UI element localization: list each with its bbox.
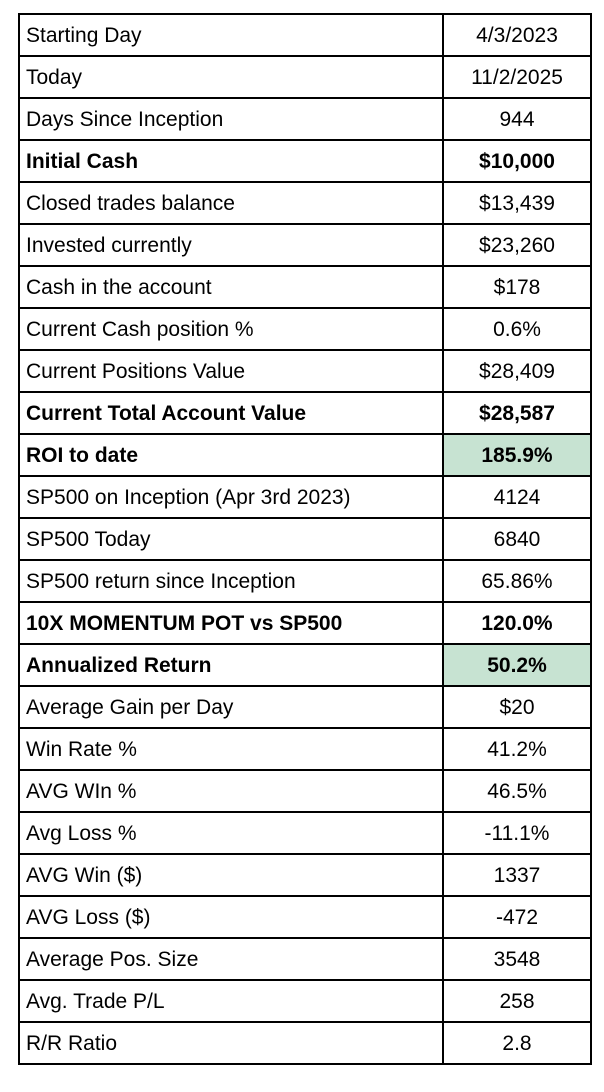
table-row: Initial Cash $10,000 bbox=[18, 139, 592, 183]
row-label-cell[interactable]: AVG WIn % bbox=[18, 769, 444, 813]
row-value-cell[interactable]: $20 bbox=[442, 685, 592, 729]
table-row: Annualized Return 50.2% bbox=[18, 643, 592, 687]
table-row: Starting Day 4/3/2023 bbox=[18, 13, 592, 57]
table-row: Invested currently $23,260 bbox=[18, 223, 592, 267]
performance-summary-table: Starting Day 4/3/2023 Today 11/2/2025 Days S… bbox=[18, 13, 592, 1065]
row-value-cell[interactable]: 120.0% bbox=[442, 601, 592, 645]
row-label-cell[interactable]: Annualized Return bbox=[18, 643, 444, 687]
row-value-cell[interactable]: 3548 bbox=[442, 937, 592, 981]
row-value-cell[interactable]: -11.1% bbox=[442, 811, 592, 855]
table-row: Days Since Inception 944 bbox=[18, 97, 592, 141]
row-label-cell[interactable]: Invested currently bbox=[18, 223, 444, 267]
row-label-cell[interactable]: R/R Ratio bbox=[18, 1021, 444, 1065]
table-row: Today 11/2/2025 bbox=[18, 55, 592, 99]
row-value-cell[interactable]: $23,260 bbox=[442, 223, 592, 267]
table-row: AVG WIn % 46.5% bbox=[18, 769, 592, 813]
table-row: Average Pos. Size 3548 bbox=[18, 937, 592, 981]
table-row: AVG Loss ($) -472 bbox=[18, 895, 592, 939]
row-label-cell[interactable]: Win Rate % bbox=[18, 727, 444, 771]
row-label-cell[interactable]: Cash in the account bbox=[18, 265, 444, 309]
row-value-cell[interactable]: $10,000 bbox=[442, 139, 592, 183]
row-label-cell[interactable]: Closed trades balance bbox=[18, 181, 444, 225]
table-row: SP500 Today 6840 bbox=[18, 517, 592, 561]
row-label-cell[interactable]: Current Positions Value bbox=[18, 349, 444, 393]
row-value-cell[interactable]: 50.2% bbox=[442, 643, 592, 687]
table-row: Current Positions Value $28,409 bbox=[18, 349, 592, 393]
row-label-cell[interactable]: Average Pos. Size bbox=[18, 937, 444, 981]
row-label-cell[interactable]: SP500 return since Inception bbox=[18, 559, 444, 603]
table-row: Current Cash position % 0.6% bbox=[18, 307, 592, 351]
table-row: Win Rate % 41.2% bbox=[18, 727, 592, 771]
row-label-cell[interactable]: SP500 on Inception (Apr 3rd 2023) bbox=[18, 475, 444, 519]
row-label-cell[interactable]: ROI to date bbox=[18, 433, 444, 477]
row-label-cell[interactable]: Avg Loss % bbox=[18, 811, 444, 855]
table-row: Current Total Account Value $28,587 bbox=[18, 391, 592, 435]
row-value-cell[interactable]: $13,439 bbox=[442, 181, 592, 225]
row-value-cell[interactable]: $28,409 bbox=[442, 349, 592, 393]
row-value-cell[interactable]: 0.6% bbox=[442, 307, 592, 351]
performance-summary-body: Starting Day 4/3/2023 Today 11/2/2025 Days S… bbox=[18, 13, 592, 1065]
row-label-cell[interactable]: AVG Loss ($) bbox=[18, 895, 444, 939]
table-row: 10X MOMENTUM POT vs SP500 120.0% bbox=[18, 601, 592, 645]
row-label-cell[interactable]: Today bbox=[18, 55, 444, 99]
row-value-cell[interactable]: 4/3/2023 bbox=[442, 13, 592, 57]
row-value-cell[interactable]: 4124 bbox=[442, 475, 592, 519]
table-row: Closed trades balance $13,439 bbox=[18, 181, 592, 225]
row-value-cell[interactable]: 2.8 bbox=[442, 1021, 592, 1065]
row-value-cell[interactable]: $178 bbox=[442, 265, 592, 309]
row-value-cell[interactable]: 6840 bbox=[442, 517, 592, 561]
table-row: SP500 return since Inception 65.86% bbox=[18, 559, 592, 603]
row-value-cell[interactable]: 944 bbox=[442, 97, 592, 141]
row-label-cell[interactable]: Avg. Trade P/L bbox=[18, 979, 444, 1023]
spreadsheet-region: Starting Day 4/3/2023 Today 11/2/2025 Days S… bbox=[18, 13, 592, 1065]
row-label-cell[interactable]: 10X MOMENTUM POT vs SP500 bbox=[18, 601, 444, 645]
table-row: Avg Loss % -11.1% bbox=[18, 811, 592, 855]
row-value-cell[interactable]: 41.2% bbox=[442, 727, 592, 771]
row-label-cell[interactable]: Initial Cash bbox=[18, 139, 444, 183]
table-row: Avg. Trade P/L 258 bbox=[18, 979, 592, 1023]
row-label-cell[interactable]: Current Cash position % bbox=[18, 307, 444, 351]
row-value-cell[interactable]: 1337 bbox=[442, 853, 592, 897]
row-label-cell[interactable]: Current Total Account Value bbox=[18, 391, 444, 435]
row-value-cell[interactable]: 46.5% bbox=[442, 769, 592, 813]
table-row: Cash in the account $178 bbox=[18, 265, 592, 309]
table-row: SP500 on Inception (Apr 3rd 2023) 4124 bbox=[18, 475, 592, 519]
table-row: AVG Win ($) 1337 bbox=[18, 853, 592, 897]
row-label-cell[interactable]: Average Gain per Day bbox=[18, 685, 444, 729]
table-row: R/R Ratio 2.8 bbox=[18, 1021, 592, 1065]
row-value-cell[interactable]: 258 bbox=[442, 979, 592, 1023]
row-label-cell[interactable]: SP500 Today bbox=[18, 517, 444, 561]
table-row: ROI to date 185.9% bbox=[18, 433, 592, 477]
row-value-cell[interactable]: 11/2/2025 bbox=[442, 55, 592, 99]
row-value-cell[interactable]: 185.9% bbox=[442, 433, 592, 477]
row-label-cell[interactable]: Days Since Inception bbox=[18, 97, 444, 141]
table-row: Average Gain per Day $20 bbox=[18, 685, 592, 729]
row-value-cell[interactable]: 65.86% bbox=[442, 559, 592, 603]
row-value-cell[interactable]: $28,587 bbox=[442, 391, 592, 435]
row-label-cell[interactable]: Starting Day bbox=[18, 13, 444, 57]
row-value-cell[interactable]: -472 bbox=[442, 895, 592, 939]
row-label-cell[interactable]: AVG Win ($) bbox=[18, 853, 444, 897]
